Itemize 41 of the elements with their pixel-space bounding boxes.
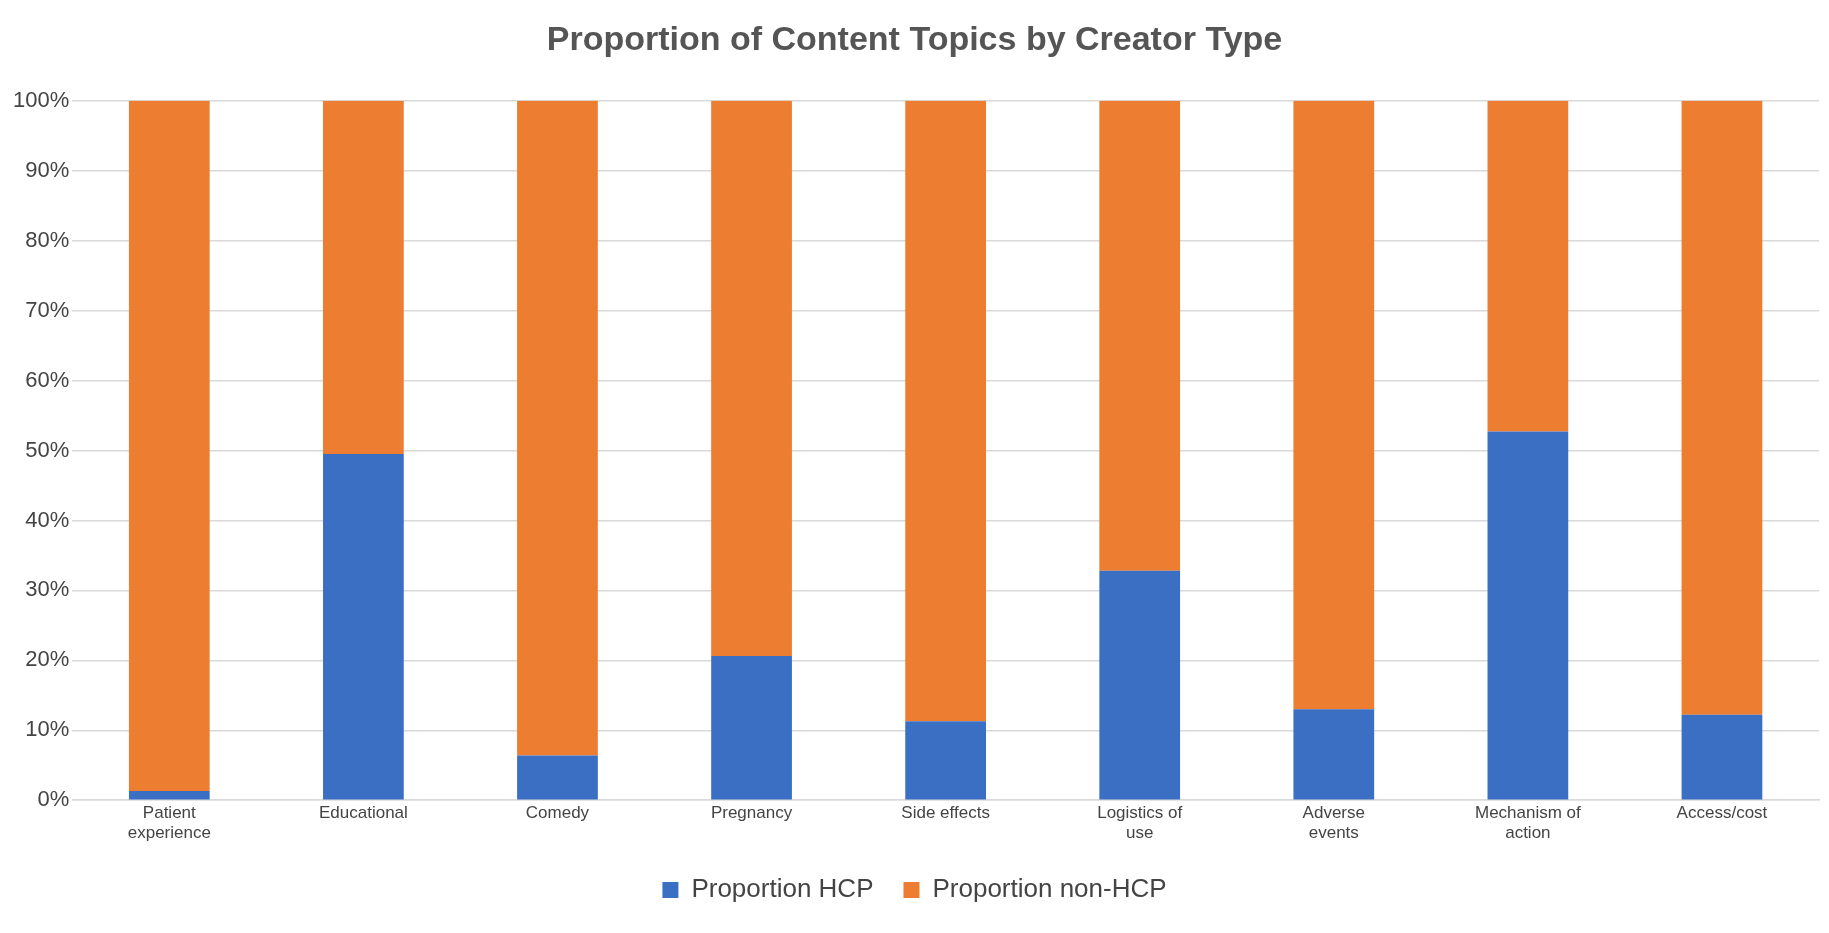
y-tick-label: 80% <box>25 226 70 252</box>
y-tick-label: 100% <box>12 86 70 112</box>
y-tick-label: 20% <box>25 646 70 672</box>
chart-title: Proportion of Content Topics by Creator Type <box>546 18 1283 57</box>
bar <box>1293 709 1375 800</box>
x-tick-label: Educational <box>318 803 408 823</box>
bar <box>128 100 210 792</box>
x-tick-label: Comedy <box>525 803 590 823</box>
bar <box>1681 714 1763 800</box>
bar <box>128 791 210 800</box>
bar <box>711 100 792 657</box>
y-tick-label: 70% <box>25 296 70 322</box>
x-tick-label: Access/cost <box>1676 803 1768 823</box>
x-tick-label: Side effects <box>901 803 990 823</box>
bar <box>1487 431 1569 800</box>
x-tick-label: Mechanism of action <box>1474 803 1582 843</box>
y-tick-label: 90% <box>25 156 70 182</box>
bar <box>1293 100 1375 710</box>
x-tick-label: Adverse events <box>1302 803 1365 843</box>
legend-label: Proportion non-HCP <box>932 873 1167 904</box>
bar <box>711 656 792 800</box>
x-tick-label: Pregnancy <box>710 803 793 823</box>
bar <box>1681 100 1763 715</box>
bar <box>905 100 986 722</box>
y-tick-label: 50% <box>25 436 70 462</box>
bar <box>1099 570 1181 800</box>
x-tick-label: Logistics of use <box>1097 803 1183 843</box>
y-tick-label: 60% <box>25 366 70 392</box>
bar <box>323 454 404 800</box>
bar <box>1487 100 1569 432</box>
y-tick-label: 30% <box>25 576 70 602</box>
y-tick-label: 40% <box>25 506 70 532</box>
y-tick-label: 10% <box>25 716 70 742</box>
bar <box>517 755 598 800</box>
bar <box>905 721 986 800</box>
bar <box>1099 100 1181 571</box>
bar <box>323 100 404 454</box>
x-tick-label: Patient experience <box>127 803 211 843</box>
y-tick-label: 0% <box>37 786 70 812</box>
bar <box>517 100 598 756</box>
legend-label: Proportion HCP <box>691 873 874 904</box>
